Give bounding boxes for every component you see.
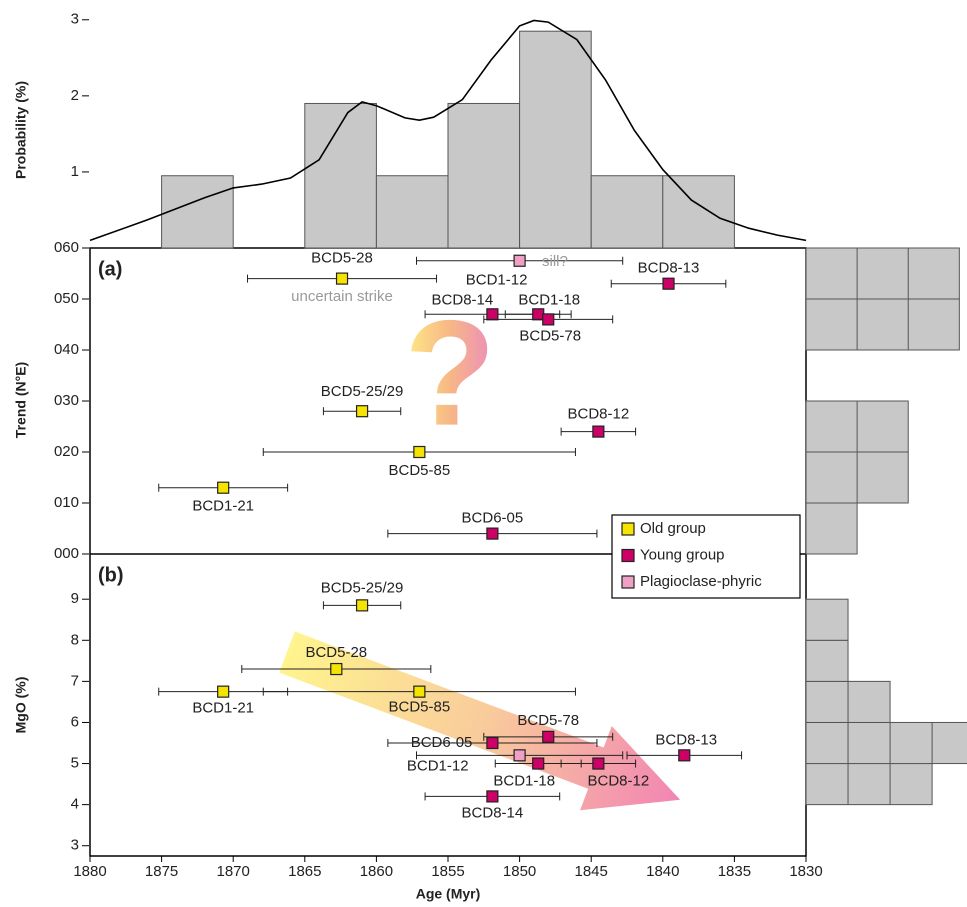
y-tick-label: 8 (71, 631, 79, 648)
x-tick-label: 1840 (646, 863, 679, 880)
histogram-bar (448, 103, 520, 248)
data-point (514, 255, 525, 266)
data-point (331, 664, 342, 675)
point-label: BCD5-78 (517, 712, 579, 729)
legend-swatch (622, 550, 634, 562)
y-tick-label: 060 (54, 239, 79, 256)
point-label: BCD5-78 (519, 327, 581, 344)
histogram-bar (806, 599, 848, 640)
legend-swatch (622, 576, 634, 588)
histogram-bar (376, 176, 448, 248)
y-tick-label: 040 (54, 341, 79, 358)
x-tick-label: 1860 (360, 863, 393, 880)
data-point (593, 758, 604, 769)
annotation: sill? (542, 253, 568, 270)
point-label: BCD8-13 (638, 260, 700, 277)
data-point (487, 528, 498, 539)
legend-swatch (622, 523, 634, 535)
x-tick-label: 1830 (789, 863, 822, 880)
annotation: uncertain strike (291, 288, 393, 305)
y-tick-label: 000 (54, 545, 79, 562)
point-label: BCD1-12 (466, 272, 528, 289)
point-label: BCD1-21 (192, 498, 254, 515)
panel-label: (b) (98, 564, 124, 586)
point-label: BCD5-85 (389, 462, 451, 479)
point-label: BCD5-28 (311, 250, 373, 267)
data-point (663, 278, 674, 289)
x-tick-label: 1855 (431, 863, 464, 880)
point-label: BCD6-05 (411, 734, 473, 751)
data-point (593, 426, 604, 437)
point-label: BCD5-25/29 (321, 383, 404, 400)
data-point (414, 686, 425, 697)
data-point (487, 738, 498, 749)
legend-label: Young group (640, 546, 725, 563)
y-axis-title: MgO (%) (13, 677, 29, 734)
figure: Probability (%) Trend (N°E) MgO (%) Age … (0, 0, 967, 907)
histogram-bar (806, 640, 848, 681)
histogram-bar (806, 299, 959, 350)
x-axis-title: Age (Myr) (416, 886, 481, 902)
point-label: BCD1-21 (192, 700, 254, 717)
y-tick-label: 3 (71, 837, 79, 854)
histogram-bar (806, 248, 959, 299)
data-point (533, 309, 544, 320)
data-point (514, 750, 525, 761)
y-tick-label: 1 (71, 163, 79, 180)
y-tick-label: 6 (71, 713, 79, 730)
point-label: BCD5-25/29 (321, 579, 404, 596)
y-tick-label: 010 (54, 494, 79, 511)
point-label: BCD8-12 (588, 773, 650, 790)
annotation: ? (404, 289, 496, 457)
x-tick-label: 1870 (217, 863, 250, 880)
x-tick-label: 1835 (718, 863, 751, 880)
legend-label: Old group (640, 520, 706, 537)
point-label: BCD5-85 (389, 699, 451, 716)
y-tick-label: 020 (54, 443, 79, 460)
histogram-bar (162, 176, 234, 248)
data-point (679, 750, 690, 761)
point-label: BCD5-28 (305, 644, 367, 661)
y-axis-title: Trend (N°E) (13, 362, 29, 438)
panel-label: (a) (98, 258, 122, 280)
y-tick-label: 2 (71, 87, 79, 104)
point-label: BCD8-13 (655, 731, 717, 748)
histogram-bar (806, 722, 967, 763)
legend-label: Plagioclase-phyric (640, 573, 762, 590)
x-tick-label: 1850 (503, 863, 536, 880)
point-label: BCD8-14 (462, 804, 524, 821)
y-tick-label: 9 (71, 590, 79, 607)
data-point (543, 314, 554, 325)
y-tick-label: 4 (71, 796, 79, 813)
y-tick-label: 3 (71, 11, 79, 28)
histogram-bar (663, 176, 735, 248)
histogram-bar (591, 176, 663, 248)
point-label: BCD1-12 (407, 757, 469, 774)
data-point (218, 482, 229, 493)
point-label: BCD6-05 (462, 510, 524, 527)
data-point (543, 731, 554, 742)
x-tick-label: 1845 (575, 863, 608, 880)
data-point (487, 791, 498, 802)
histogram-bar (806, 764, 932, 805)
x-tick-label: 1880 (73, 863, 106, 880)
data-point (218, 686, 229, 697)
histogram-bar (520, 31, 592, 248)
point-label: BCD1-18 (518, 291, 580, 308)
x-tick-label: 1865 (288, 863, 321, 880)
point-label: BCD8-12 (568, 406, 630, 423)
data-point (533, 758, 544, 769)
x-tick-label: 1875 (145, 863, 178, 880)
y-tick-label: 7 (71, 672, 79, 689)
y-tick-label: 5 (71, 755, 79, 772)
y-tick-label: 030 (54, 392, 79, 409)
data-point (357, 600, 368, 611)
data-point (357, 406, 368, 417)
data-point (337, 273, 348, 284)
histogram-bar (806, 503, 857, 554)
y-axis-title: Probability (%) (13, 81, 29, 179)
y-tick-label: 050 (54, 290, 79, 307)
point-label: BCD1-18 (493, 773, 555, 790)
